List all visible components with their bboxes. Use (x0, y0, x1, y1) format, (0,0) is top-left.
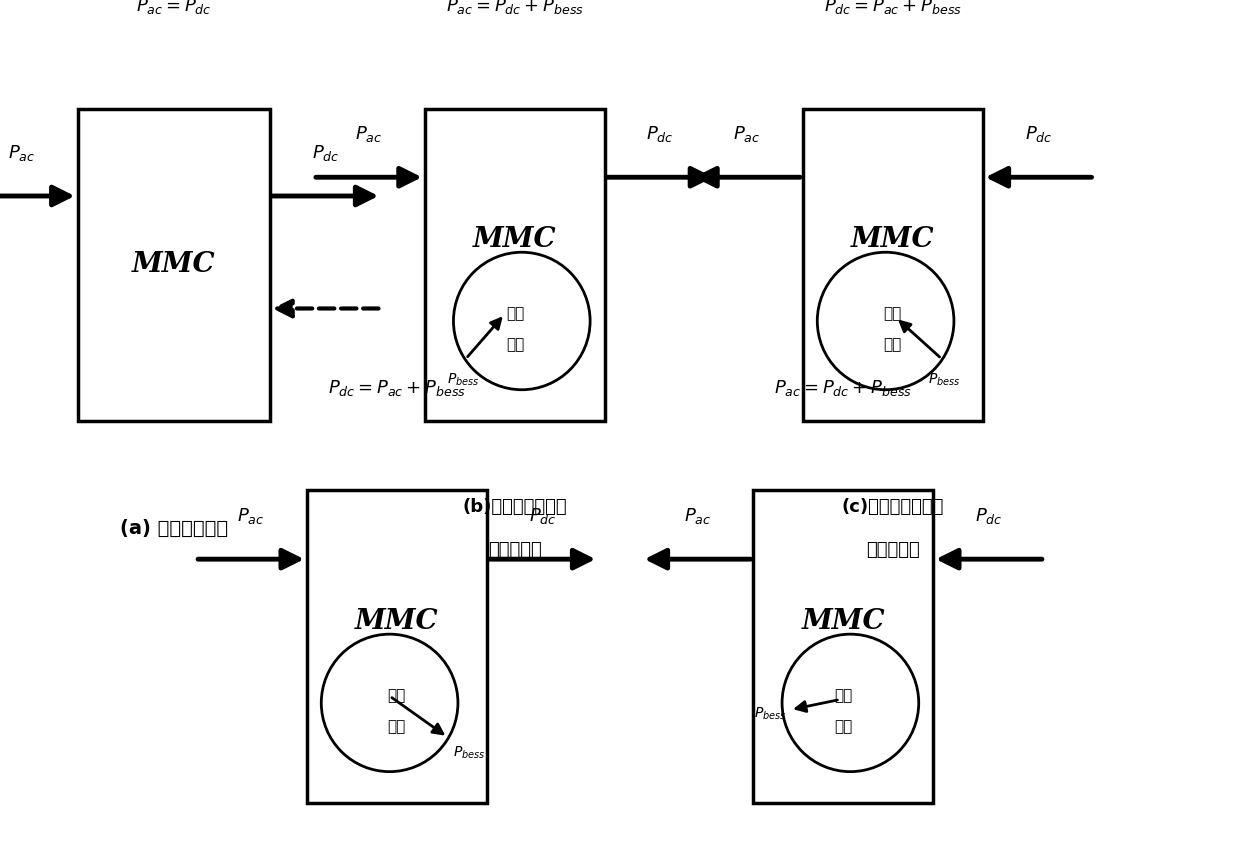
Text: 侧吸收能量: 侧吸收能量 (866, 541, 920, 559)
Bar (424, 108, 605, 421)
Ellipse shape (454, 253, 590, 390)
Text: MMC: MMC (355, 608, 439, 635)
Text: $P_{ac}=P_{dc}$: $P_{ac}=P_{dc}$ (135, 0, 212, 16)
Text: 侧吸收能量: 侧吸收能量 (487, 541, 542, 559)
Text: 单元: 单元 (506, 338, 525, 352)
Text: $P_{dc}$: $P_{dc}$ (311, 143, 340, 163)
Text: $P_{dc}$: $P_{dc}$ (528, 506, 557, 526)
Ellipse shape (782, 635, 919, 772)
Text: MMC: MMC (131, 251, 216, 279)
Text: 储能: 储能 (387, 688, 405, 704)
Text: $P_{dc}$: $P_{dc}$ (646, 124, 675, 144)
Text: $P_{ac}$: $P_{ac}$ (355, 124, 383, 144)
Text: $P_{ac}$: $P_{ac}$ (733, 124, 761, 144)
Bar (804, 108, 982, 421)
Text: $P_{bess}$: $P_{bess}$ (754, 706, 786, 722)
Ellipse shape (817, 253, 954, 390)
Text: MMC: MMC (801, 608, 885, 635)
Bar (754, 490, 934, 803)
Text: $P_{bess}$: $P_{bess}$ (928, 372, 960, 388)
Text: (a) 直流输电模式: (a) 直流输电模式 (119, 519, 228, 538)
Ellipse shape (321, 635, 458, 772)
Text: 储能: 储能 (835, 688, 853, 704)
Text: $P_{dc}=P_{ac}+P_{bess}$: $P_{dc}=P_{ac}+P_{bess}$ (327, 378, 466, 398)
Text: $P_{bess}$: $P_{bess}$ (448, 372, 480, 388)
Text: $P_{ac}=P_{dc}+P_{bess}$: $P_{ac}=P_{dc}+P_{bess}$ (774, 378, 913, 398)
Text: 储能: 储能 (883, 306, 901, 322)
Text: $P_{dc}=P_{ac}+P_{bess}$: $P_{dc}=P_{ac}+P_{bess}$ (823, 0, 962, 16)
Text: $P_{dc}$: $P_{dc}$ (975, 506, 1003, 526)
Text: $P_{dc}$: $P_{dc}$ (1024, 124, 1053, 144)
Text: MMC: MMC (472, 227, 557, 253)
Text: 储能: 储能 (506, 306, 525, 322)
Text: $P_{ac}$: $P_{ac}$ (683, 506, 712, 526)
Text: (c)储能元件从直流: (c)储能元件从直流 (842, 497, 944, 516)
Text: 单元: 单元 (387, 720, 405, 734)
Text: $P_{ac}=P_{dc}+P_{bess}$: $P_{ac}=P_{dc}+P_{bess}$ (445, 0, 584, 16)
Bar (306, 490, 486, 803)
Bar (78, 108, 270, 421)
Text: (b)储能元件从交流: (b)储能元件从交流 (463, 497, 567, 516)
Text: 单元: 单元 (883, 338, 901, 352)
Text: 单元: 单元 (835, 720, 853, 734)
Text: $P_{ac}$: $P_{ac}$ (7, 143, 36, 163)
Text: $P_{bess}$: $P_{bess}$ (453, 744, 485, 760)
Text: MMC: MMC (851, 227, 935, 253)
Text: $P_{ac}$: $P_{ac}$ (237, 506, 265, 526)
